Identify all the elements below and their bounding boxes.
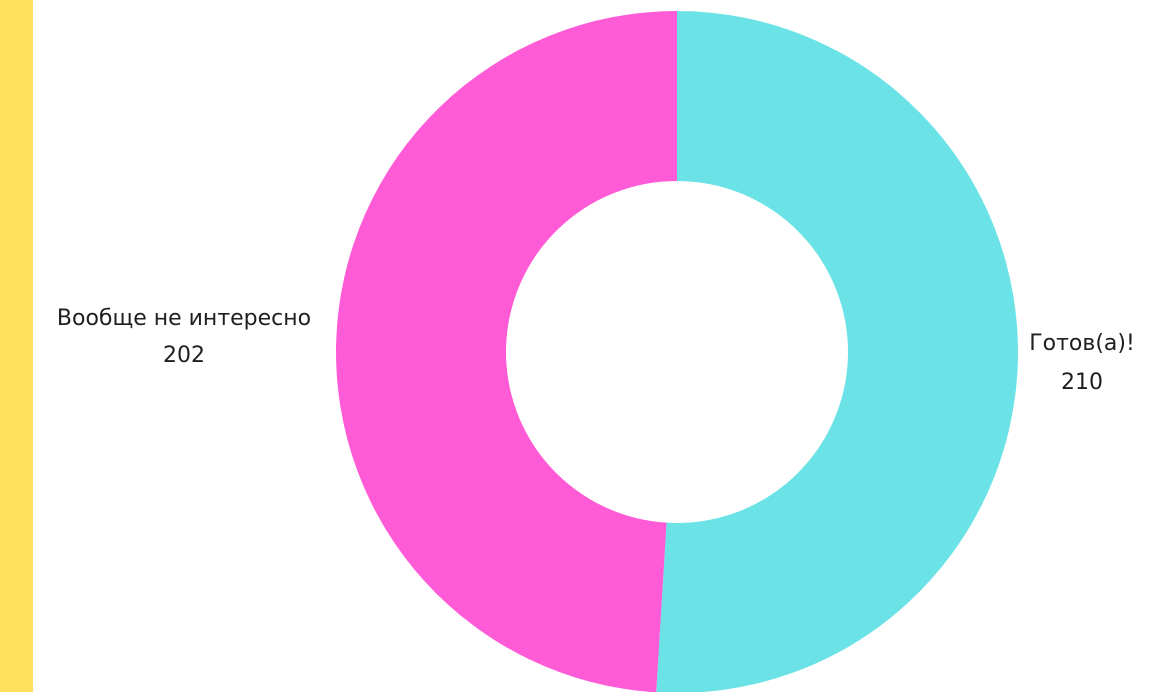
donut-slices [336,11,1018,692]
accent-bar [0,0,33,692]
slice-value-not-interested: 202 [163,343,205,368]
slice-label-ready: Готов(а)! [1029,331,1135,356]
donut-slice-1 [336,11,677,692]
slice-value-ready: 210 [1061,370,1103,395]
donut-slice-0 [656,11,1018,692]
slice-label-not-interested: Вообще не интересно [57,306,311,331]
